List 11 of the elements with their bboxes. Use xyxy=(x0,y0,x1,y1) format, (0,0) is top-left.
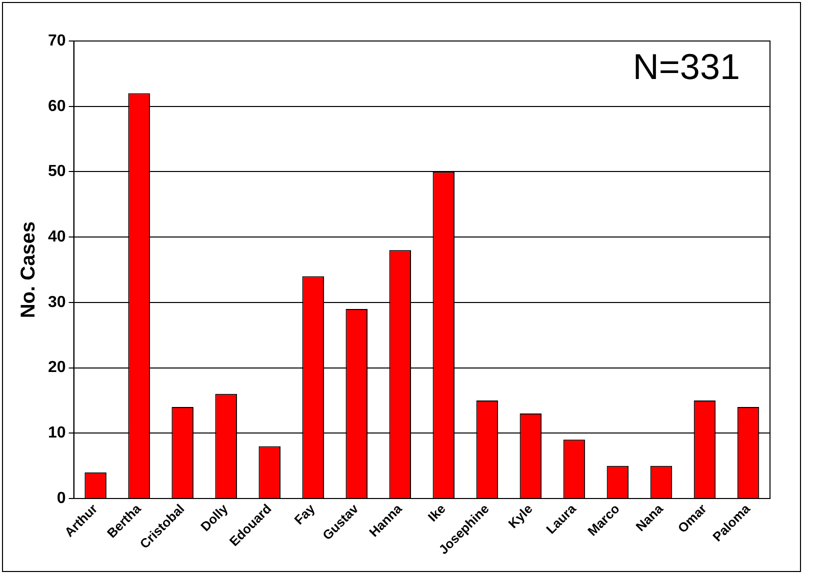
y-tick-label: 20 xyxy=(48,359,66,376)
y-axis-title: No. Cases xyxy=(18,221,40,318)
y-tick-label: 70 xyxy=(48,32,66,50)
annotation: N=331 xyxy=(632,46,740,87)
y-tick-label: 0 xyxy=(56,490,66,507)
y-tick-label: 30 xyxy=(48,294,66,311)
y-tick-label: 60 xyxy=(48,98,66,115)
x-tick-label: Fay xyxy=(291,500,318,528)
y-tick-label: 10 xyxy=(48,424,66,442)
y-tick-label: 40 xyxy=(48,228,66,246)
y-tick-label: 50 xyxy=(48,163,66,180)
